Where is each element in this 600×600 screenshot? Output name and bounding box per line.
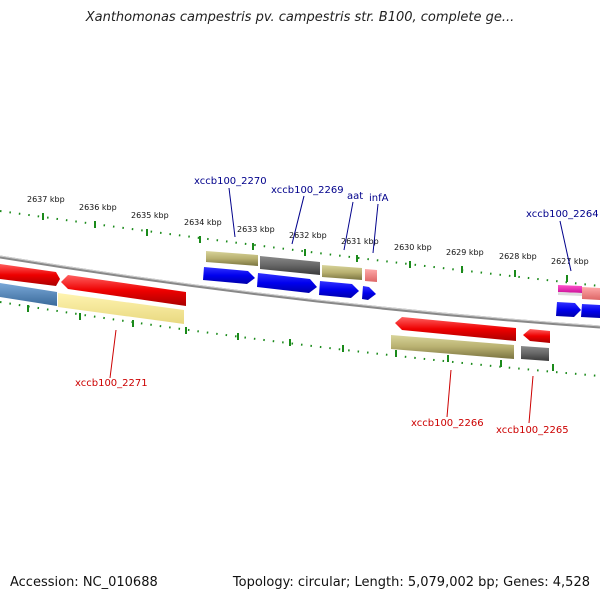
gene-label-aat[interactable]: aat [347, 191, 363, 202]
feature-box[interactable] [558, 285, 582, 293]
gene-arrow-reverse[interactable] [61, 275, 186, 306]
forward-gene-track [203, 267, 600, 318]
scale-label-2634: 2634 kbp [184, 218, 222, 227]
scale-label-2635: 2635 kbp [131, 211, 169, 220]
gene-label-xccb100-2271[interactable]: xccb100_2271 [75, 378, 148, 389]
scale-label-2631: 2631 kbp [341, 237, 379, 246]
gene-arrow-reverse[interactable] [395, 317, 516, 341]
scale-label-2636: 2636 kbp [79, 203, 117, 212]
gene-label-xccb100-2269[interactable]: xccb100_2269 [271, 185, 344, 196]
forward-feature-track [206, 251, 600, 300]
gene-label-infa[interactable]: infA [369, 193, 389, 204]
gene-arrow-forward[interactable] [362, 286, 376, 300]
genome-summary-text: Topology: circular; Length: 5,079,002 bp… [232, 575, 590, 590]
gene-arrow-forward[interactable] [556, 302, 581, 317]
gene-label-xccb100-2264[interactable]: xccb100_2264 [526, 209, 599, 220]
map-title: Xanthomonas campestris pv. campestris st… [85, 10, 515, 25]
scale-label-2637: 2637 kbp [27, 195, 65, 204]
feature-box[interactable] [260, 256, 320, 275]
feature-box[interactable] [391, 335, 514, 359]
scale-label-2628: 2628 kbp [499, 252, 537, 261]
feature-box[interactable] [365, 269, 377, 282]
tick-ring-outer [0, 210, 600, 287]
genome-backbone-highlight [0, 255, 600, 327]
major-ticks [27, 213, 568, 371]
feature-box[interactable] [558, 292, 582, 296]
scale-label-2627: 2627 kbp [551, 257, 589, 266]
gene-label-xccb100-2265[interactable]: xccb100_2265 [496, 425, 569, 436]
gene-label-xccb100-2266[interactable]: xccb100_2266 [411, 418, 484, 429]
gene-arrow-reverse[interactable] [523, 329, 550, 343]
gene-arrow-forward[interactable] [319, 281, 359, 298]
genome-backbone [0, 255, 600, 329]
feature-box[interactable] [322, 265, 362, 280]
feature-box[interactable] [582, 287, 600, 300]
scale-label-2632: 2632 kbp [289, 231, 327, 240]
feature-box[interactable] [206, 251, 258, 266]
feature-box[interactable] [521, 346, 549, 361]
gene-label-xccb100-2270[interactable]: xccb100_2270 [194, 176, 267, 187]
gene-arrow-forward[interactable] [257, 273, 317, 293]
scale-label-2630: 2630 kbp [394, 243, 432, 252]
reverse-gene-track [0, 264, 550, 343]
scale-label-2629: 2629 kbp [446, 248, 484, 257]
feature-box[interactable] [0, 283, 57, 306]
gene-arrow-forward[interactable] [581, 304, 600, 318]
label-leader-lines [109, 187, 572, 424]
gene-arrow-reverse[interactable] [0, 264, 60, 286]
gene-arrow-forward[interactable] [203, 267, 255, 284]
reverse-feature-track [0, 283, 549, 361]
scale-label-2633: 2633 kbp [237, 225, 275, 234]
accession-text: Accession: NC_010688 [10, 575, 158, 590]
feature-box[interactable] [58, 293, 184, 324]
